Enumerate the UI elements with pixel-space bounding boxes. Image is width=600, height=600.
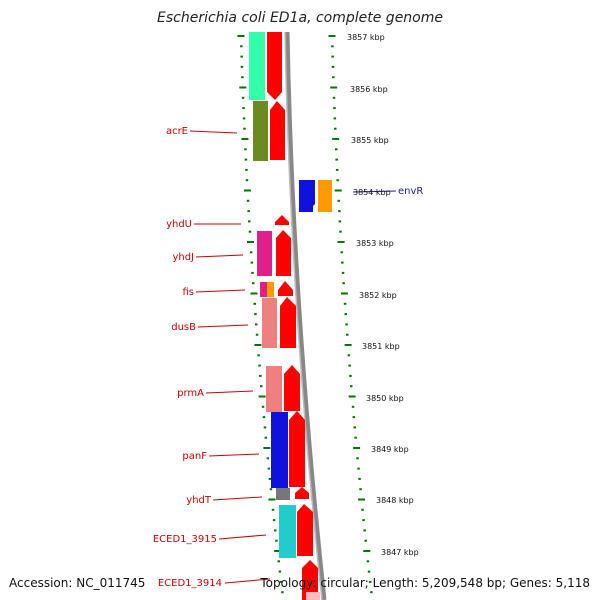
cog-box[interactable] <box>260 282 268 297</box>
gene-label-yhdj[interactable]: yhdJ <box>172 252 194 263</box>
gene-arrow[interactable] <box>267 32 282 100</box>
scale-label: 3849 kbp <box>371 445 409 454</box>
genome-backbone <box>284 31 327 600</box>
cog-box[interactable] <box>266 366 282 412</box>
cog-boxes <box>249 32 332 558</box>
left-scale-track <box>237 35 284 594</box>
gene-label-prma[interactable]: prmA <box>177 388 204 399</box>
gene-label-dusb[interactable]: dusB <box>171 322 196 333</box>
gene-arrow[interactable] <box>289 411 305 487</box>
scale-label: 3848 kbp <box>376 496 414 505</box>
scale-labels: 3857 kbp 3856 kbp 3855 kbp 3854 kbp 3853… <box>347 33 419 557</box>
gene-arrow[interactable] <box>302 560 318 600</box>
scale-label: 3853 kbp <box>356 239 394 248</box>
gene-arrow[interactable] <box>270 101 285 160</box>
accession-text: Accession: NC_011745 <box>9 576 145 590</box>
scale-label: 3856 kbp <box>350 85 388 94</box>
gene-arrow-envr[interactable] <box>300 180 315 212</box>
genome-backbone-highlight <box>284 31 323 600</box>
genome-title: Escherichia coli ED1a, complete genome <box>157 10 443 26</box>
scale-label: 3847 kbp <box>381 548 419 557</box>
gene-label-acre[interactable]: acrE <box>166 126 188 137</box>
gene-label-yhdu[interactable]: yhdU <box>166 219 192 230</box>
gene-label-eced1-3915[interactable]: ECED1_3915 <box>153 534 217 545</box>
scale-label: 3851 kbp <box>362 342 400 351</box>
right-scale-track <box>328 35 373 594</box>
topology-text: Topology: circular; Length: 5,209,548 bp… <box>259 576 590 590</box>
gene-label-eced1-3914[interactable]: ECED1_3914 <box>158 578 222 589</box>
gene-label-envr[interactable]: envR <box>398 186 423 197</box>
scale-label: 3852 kbp <box>359 291 397 300</box>
gene-arrow[interactable] <box>278 281 293 296</box>
gene-arrow[interactable] <box>297 504 313 556</box>
gene-arrow[interactable] <box>295 487 309 499</box>
gene-arrows <box>267 32 320 600</box>
scale-label: 3854 kbp <box>353 188 391 197</box>
gene-labels: acrE yhdU yhdJ fis dusB prmA panF yhdT E… <box>153 126 424 589</box>
cog-box[interactable] <box>271 412 288 488</box>
gene-arrow[interactable] <box>275 215 289 225</box>
gene-arrow[interactable] <box>276 230 291 276</box>
gene-arrow[interactable] <box>284 365 300 411</box>
cog-box[interactable] <box>279 505 296 558</box>
cog-box[interactable] <box>318 180 332 212</box>
gene-arrow[interactable] <box>280 297 296 348</box>
cog-box[interactable] <box>267 282 274 297</box>
gene-label-fis[interactable]: fis <box>182 287 194 298</box>
cog-box[interactable] <box>249 32 265 100</box>
scale-label: 3850 kbp <box>366 394 404 403</box>
gene-label-lines <box>189 130 271 584</box>
gene-label-yhdt[interactable]: yhdT <box>186 495 212 506</box>
gene-arrow-partial[interactable] <box>306 592 320 600</box>
gene-label-panf[interactable]: panF <box>182 451 207 462</box>
scale-label: 3855 kbp <box>351 136 389 145</box>
cog-box[interactable] <box>262 298 277 348</box>
cog-box[interactable] <box>253 101 268 161</box>
cog-box[interactable] <box>257 231 272 276</box>
cog-box[interactable] <box>276 488 290 500</box>
scale-label: 3857 kbp <box>347 33 385 42</box>
envr-label-line <box>352 190 397 193</box>
